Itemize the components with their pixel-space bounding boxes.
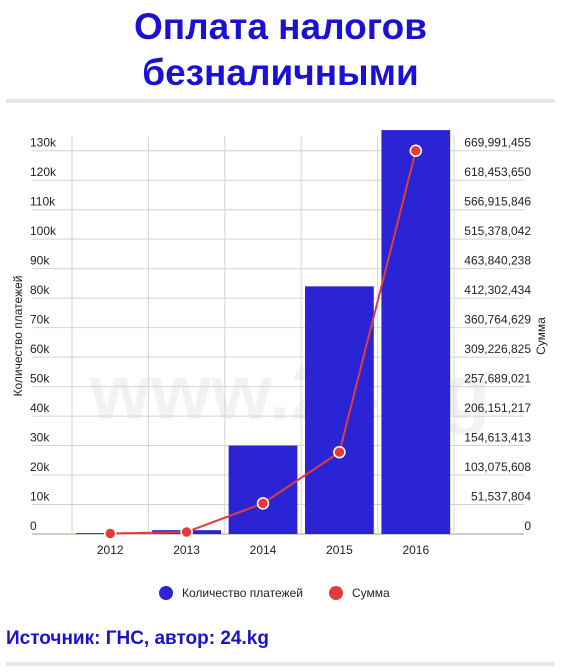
x-tick-label: 2016	[402, 543, 429, 557]
sum-point-2016	[409, 144, 423, 157]
page-title: Оплата налогов безналичными	[133, 6, 427, 93]
y-tick-label: 120k	[30, 165, 57, 179]
legend-swatch-bar	[159, 586, 173, 600]
y2-axis-label: Сумма	[534, 317, 548, 355]
title-divider	[6, 99, 555, 103]
sum-point-2013	[180, 525, 193, 539]
y2-tick-label: 154,613,413	[464, 431, 531, 445]
x-tick-label: 2014	[250, 543, 277, 557]
y-tick-label: 100k	[30, 224, 57, 238]
y2-tick-label: 412,302,434	[464, 283, 531, 297]
legend: Количество платежей Сумма	[159, 586, 390, 600]
y-tick-label: 20k	[30, 460, 50, 474]
y2-tick-label: 309,226,825	[464, 342, 531, 356]
legend-label-line: Сумма	[352, 586, 390, 600]
sum-point-2012	[103, 527, 117, 540]
y2-tick-label: 103,075,608	[464, 460, 531, 474]
y-tick-label: 70k	[30, 313, 50, 327]
bar-2015	[305, 286, 374, 534]
y2-tick-label: 360,764,629	[464, 313, 531, 327]
y-tick-label: 90k	[30, 254, 50, 268]
y-tick-label: 130k	[30, 136, 57, 150]
y-tick-label: 110k	[30, 195, 56, 209]
y2-tick-label: 257,689,021	[464, 372, 531, 386]
sum-point-2015	[333, 445, 346, 459]
y-tick-label: 60k	[30, 342, 50, 356]
bar-2016	[381, 130, 451, 534]
y-tick-label: 0	[30, 519, 37, 533]
bar-2014	[228, 445, 298, 534]
y2-tick-label: 618,453,650	[464, 165, 531, 179]
y2-tick-label: 51,537,804	[471, 490, 531, 504]
y-axis-label: Количество платежей	[11, 276, 25, 397]
sum-point-2014	[256, 497, 270, 510]
y-tick-label: 80k	[30, 283, 50, 297]
bottom-divider	[6, 662, 555, 666]
y-tick-label: 50k	[30, 372, 50, 386]
x-tick-labels: 2012 2013 2014 2015 2016	[97, 543, 430, 557]
x-tick-label: 2013	[173, 543, 200, 557]
y-tick-labels: 0 10k 20k 30k 40k 50k 60k 70k 80k 90k 100k 110k 120k…	[30, 136, 57, 533]
x-tick-label: 2015	[326, 543, 353, 557]
y2-tick-label: 566,915,846	[464, 195, 531, 209]
chart: www.24.kg 010k20k30k40k50k60k70k80k90k10…	[11, 130, 548, 600]
y2-tick-label: 669,991,455	[464, 136, 531, 150]
y-tick-label: 40k	[30, 401, 50, 415]
y-tick-label: 10k	[30, 490, 50, 504]
y2-tick-label: 463,840,238	[464, 254, 531, 268]
legend-label-bar: Количество платежей	[182, 586, 303, 600]
sum-line	[103, 144, 423, 540]
bars	[75, 130, 451, 534]
x-tick-label: 2012	[97, 543, 124, 557]
y2-tick-label: 206,151,217	[464, 401, 531, 415]
y2-tick-labels: 0 51,537,804 103,075,608 154,613,413 206,151…	[464, 136, 531, 533]
source-credit: Источник: ГНС, автор: 24.kg	[6, 628, 269, 649]
y2-tick-label: 515,378,042	[464, 224, 531, 238]
y2-tick-label: 0	[524, 519, 531, 533]
legend-swatch-line	[329, 586, 343, 600]
y-tick-label: 30k	[30, 431, 50, 445]
